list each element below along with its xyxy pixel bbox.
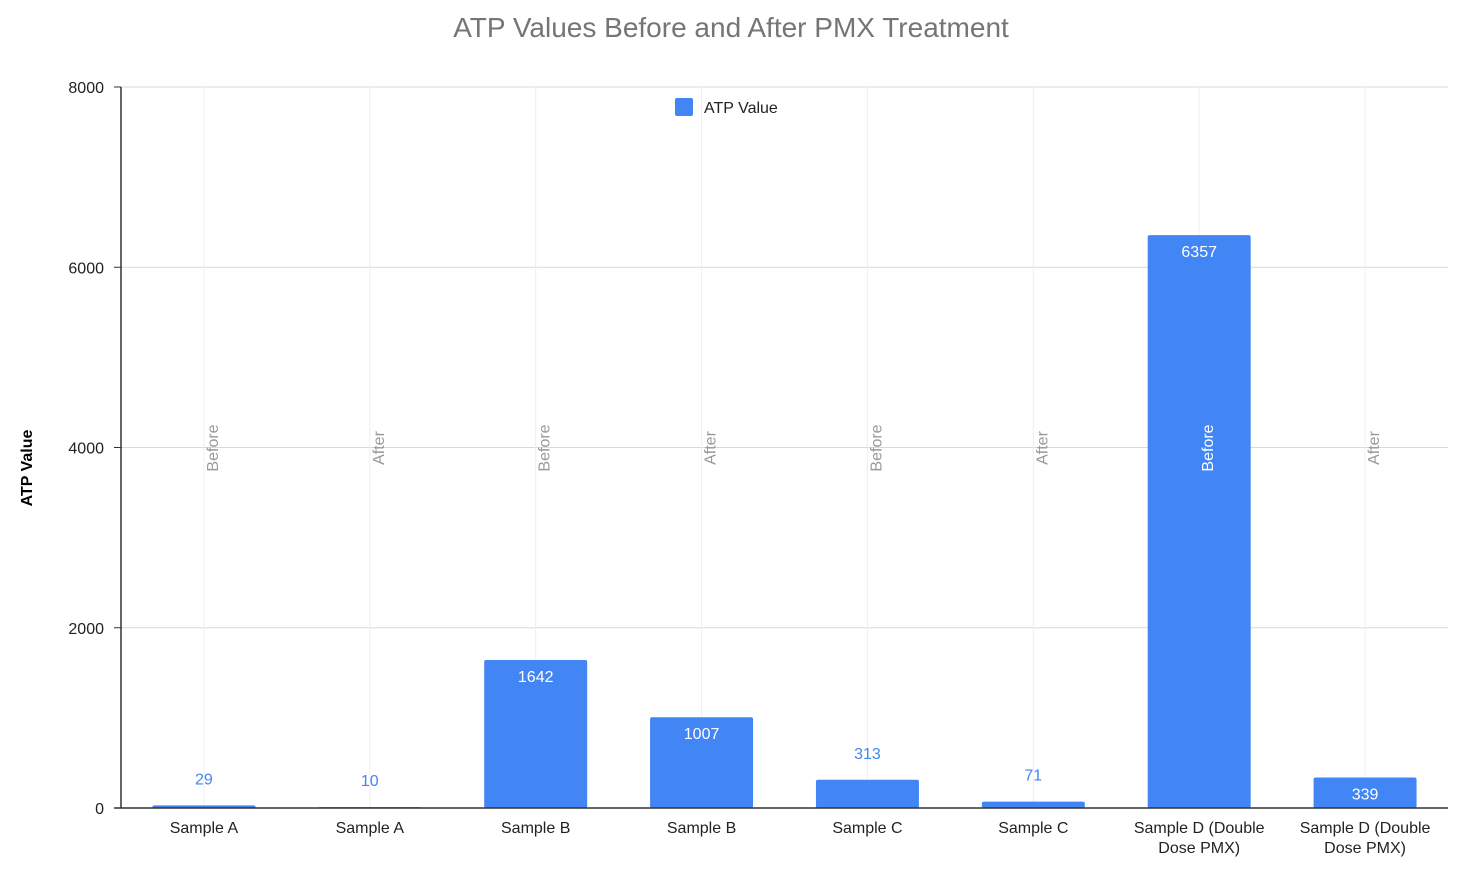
data-label: 71 — [1024, 768, 1042, 785]
y-tick-label: 0 — [95, 801, 104, 818]
data-label: 339 — [1352, 786, 1379, 803]
chart-title: ATP Values Before and After PMX Treatmen… — [453, 12, 1009, 43]
y-tick-label: 2000 — [68, 621, 104, 638]
bar — [650, 717, 754, 808]
bar-annotation: Before — [1200, 424, 1217, 471]
x-tick-label: Sample B — [667, 820, 736, 837]
bar-annotation: After — [703, 430, 720, 464]
gridlines — [121, 86, 1448, 808]
x-tick-label: Sample D (Double Dose PMX) — [1134, 820, 1265, 857]
x-tick-label: Sample C — [832, 820, 902, 837]
data-labels: 29 10 1642 1007 313 71 6357 339 — [195, 244, 1378, 803]
x-axis-ticks: Sample A Sample A Sample B Sample B Sample C… — [170, 820, 1431, 857]
y-tick-label: 4000 — [68, 441, 104, 458]
x-tick-label: Sample D (Double Dose PMX) — [1300, 820, 1431, 857]
bar — [1147, 235, 1251, 808]
y-tick-label: 8000 — [68, 80, 104, 97]
bar-annotation: After — [371, 430, 388, 464]
y-axis-ticks: 0 2000 4000 6000 8000 — [68, 80, 121, 818]
y-tick-label: 6000 — [68, 260, 104, 277]
bar — [815, 779, 919, 808]
legend-label: ATP Value — [704, 100, 778, 117]
y-axis-label: ATP Value — [19, 430, 36, 507]
data-label: 313 — [854, 746, 881, 763]
axes — [114, 87, 1448, 809]
x-tick-label: Sample B — [501, 820, 570, 837]
data-label: 1007 — [684, 726, 720, 743]
data-label: 10 — [361, 773, 379, 790]
bar-annotation: Before — [868, 424, 885, 471]
bar — [1313, 777, 1417, 808]
legend-swatch — [675, 98, 693, 116]
bars — [152, 235, 1417, 808]
bar — [981, 801, 1085, 808]
data-label: 1642 — [518, 669, 554, 686]
bar-annotation: Before — [205, 424, 222, 471]
bar-annotation: Before — [537, 424, 554, 471]
annotations: Before After Before After Before After Before A… — [205, 424, 1383, 471]
data-label: 6357 — [1181, 244, 1217, 261]
x-tick-label: Sample A — [336, 820, 405, 837]
bar-annotation: After — [1034, 430, 1051, 464]
x-tick-label: Sample A — [170, 820, 239, 837]
data-label: 29 — [195, 771, 213, 788]
legend: ATP Value — [675, 98, 778, 117]
bar — [484, 660, 588, 808]
bar-annotation: After — [1366, 430, 1383, 464]
x-tick-label: Sample C — [998, 820, 1068, 837]
